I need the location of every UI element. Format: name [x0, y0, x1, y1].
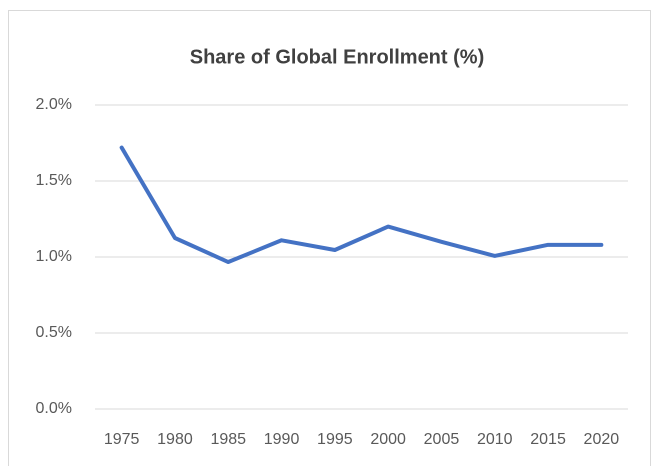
y-tick-label: 1.5% [36, 172, 72, 189]
x-tick-label: 1995 [317, 431, 353, 448]
y-tick-label: 0.0% [36, 400, 72, 417]
chart-frame [8, 10, 651, 466]
x-tick-label: 2005 [424, 431, 460, 448]
x-tick-label: 2020 [584, 431, 620, 448]
y-tick-label: 0.5% [36, 324, 72, 341]
x-tick-label: 1985 [210, 431, 246, 448]
chart-title: Share of Global Enrollment (%) [190, 46, 484, 68]
x-tick-label: 1975 [104, 431, 140, 448]
data-line [119, 145, 604, 265]
x-tick-label: 2015 [530, 431, 566, 448]
x-tick-label: 2010 [477, 431, 513, 448]
x-tick-label: 2000 [370, 431, 406, 448]
y-tick-label: 2.0% [36, 96, 72, 113]
x-tick-label: 1980 [157, 431, 193, 448]
x-tick-label: 1990 [264, 431, 300, 448]
y-tick-label: 1.0% [36, 248, 72, 265]
